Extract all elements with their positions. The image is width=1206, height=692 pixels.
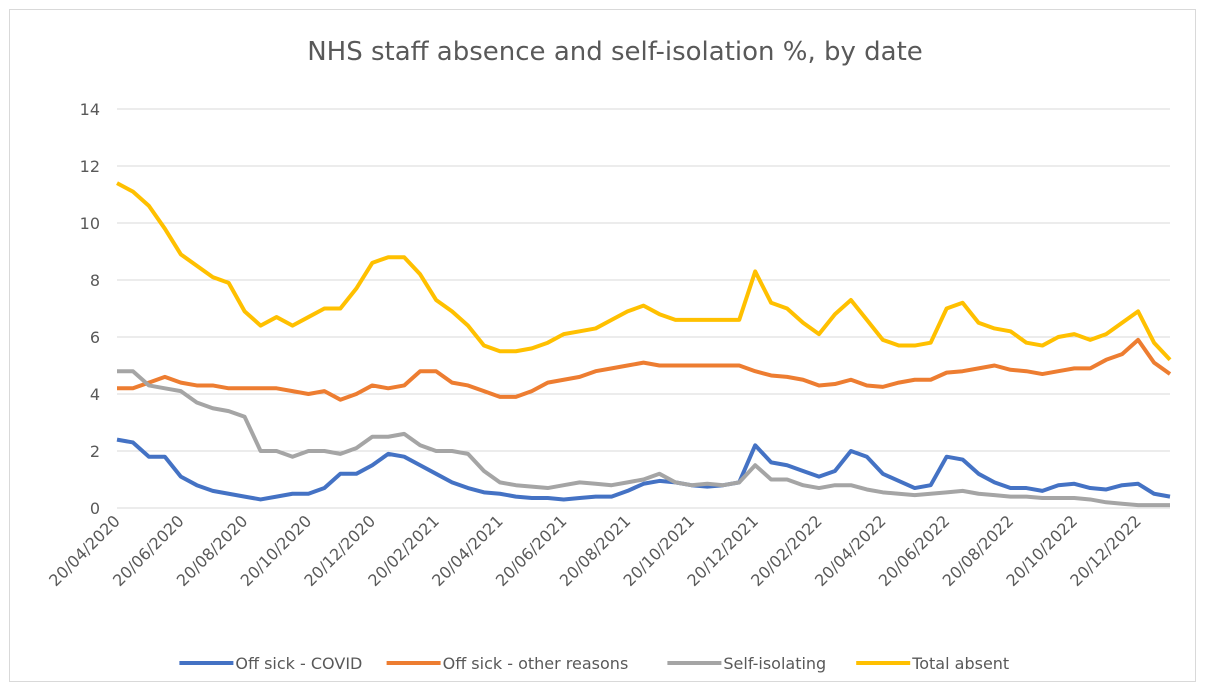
y-tick-label: 8 — [90, 271, 100, 290]
y-tick-label: 4 — [90, 385, 100, 404]
y-tick-label: 12 — [80, 157, 100, 176]
line-series — [116, 181, 1172, 362]
line-series — [117, 369, 1170, 508]
legend-label: Self-isolating — [723, 654, 826, 673]
line-series — [116, 437, 1171, 502]
y-tick-label: 14 — [80, 100, 100, 119]
chart-border — [9, 9, 1196, 682]
legend-label: Total absent — [911, 654, 1009, 673]
y-tick-label: 2 — [90, 442, 100, 461]
y-tick-label: 6 — [90, 328, 100, 347]
y-tick-label: 10 — [80, 214, 100, 233]
legend-label: Off sick - other reasons — [443, 654, 629, 673]
legend-label: Off sick - COVID — [235, 654, 362, 673]
line-series — [117, 337, 1172, 402]
y-tick-label: 0 — [90, 499, 100, 518]
chart-title: NHS staff absence and self-isolation %, … — [307, 37, 923, 67]
